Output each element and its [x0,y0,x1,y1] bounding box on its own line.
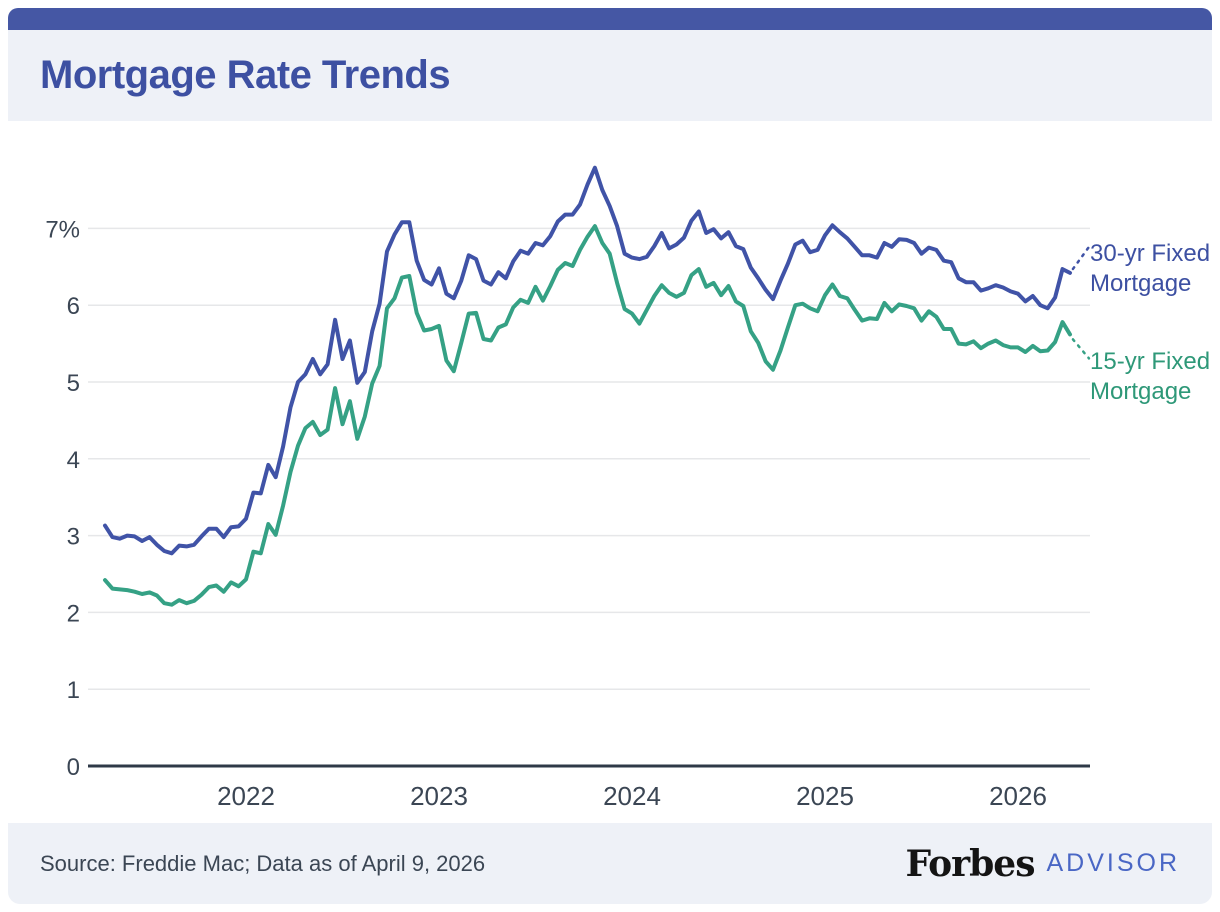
legend-connector-30yr [1071,245,1091,271]
series-line-30yr [103,165,1072,556]
chart-canvas: 0 1 2 3 4 5 6 7% 2022 2023 2024 2025 2026 [45,165,1091,811]
y-tick-label: 1 [67,677,80,704]
footer-band: Source: Freddie Mac; Data as of April 9,… [8,823,1212,904]
x-tick-label: 2023 [410,781,468,811]
forbes-wordmark: Forbes [905,842,1036,885]
y-tick-label: 2 [67,600,80,627]
x-tick-label: 2026 [989,781,1047,811]
title-band: Mortgage Rate Trends [8,30,1212,121]
source-note: Source: Freddie Mac; Data as of April 9,… [40,850,486,876]
legend-label-30yr: 30-yr Fixed Mortgage [1090,240,1211,297]
y-tick-label: 5 [67,370,80,397]
y-tick-label: 0 [67,754,80,781]
x-tick-label: 2022 [217,781,275,811]
x-tick-label: 2024 [603,781,661,811]
y-tick-label: 3 [67,524,80,551]
page-title: Mortgage Rate Trends [40,53,451,97]
chart-region: 0 1 2 3 4 5 6 7% 2022 2023 2024 2025 2026 30-yr Fixe… [0,121,1220,823]
y-tick-label: 7% [45,216,80,243]
top-accent-bar [8,8,1212,30]
y-tick-label: 6 [67,293,80,320]
legend-connector-15yr [1071,338,1091,360]
y-tick-label: 4 [67,447,80,474]
advisor-wordmark: ADVISOR [1046,849,1180,877]
forbes-advisor-logo: Forbes ADVISOR [906,843,1180,885]
legend-label-15yr: 15-yr Fixed Mortgage [1090,348,1211,405]
x-tick-label: 2025 [796,781,854,811]
series-line-15yr [103,224,1072,607]
